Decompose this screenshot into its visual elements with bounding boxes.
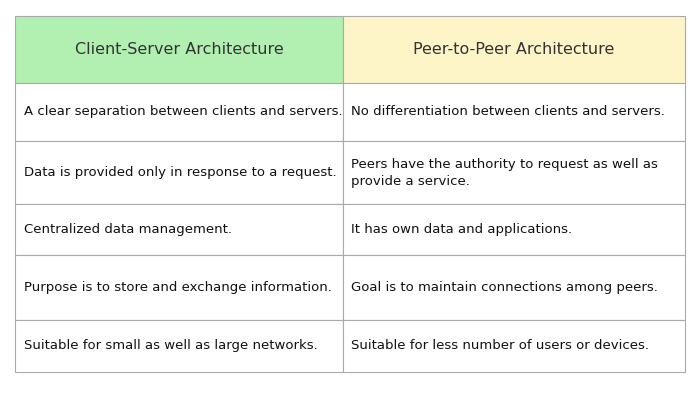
Text: Goal is to maintain connections among peers.: Goal is to maintain connections among pe…	[351, 281, 658, 294]
Text: Centralized data management.: Centralized data management.	[24, 223, 232, 236]
Text: Client-Server Architecture: Client-Server Architecture	[75, 42, 284, 57]
Text: A clear separation between clients and servers.: A clear separation between clients and s…	[24, 106, 342, 118]
Bar	[15, 255, 343, 320]
Bar	[343, 16, 685, 83]
Bar	[15, 141, 343, 204]
Text: Data is provided only in response to a request.: Data is provided only in response to a r…	[24, 166, 337, 179]
Bar	[343, 255, 685, 320]
Bar	[343, 204, 685, 255]
Text: Purpose is to store and exchange information.: Purpose is to store and exchange informa…	[24, 281, 332, 294]
Text: Suitable for less number of users or devices.: Suitable for less number of users or dev…	[351, 340, 650, 352]
Text: Peer-to-Peer Architecture: Peer-to-Peer Architecture	[413, 42, 615, 57]
Text: Peers have the authority to request as well as
provide a service.: Peers have the authority to request as w…	[351, 158, 658, 188]
Bar	[343, 83, 685, 141]
Bar	[15, 16, 343, 83]
Bar	[15, 320, 343, 372]
Bar	[15, 83, 343, 141]
Text: Suitable for small as well as large networks.: Suitable for small as well as large netw…	[24, 340, 318, 352]
Bar	[343, 141, 685, 204]
Bar	[15, 204, 343, 255]
Bar	[343, 320, 685, 372]
Text: No differentiation between clients and servers.: No differentiation between clients and s…	[351, 106, 665, 118]
Text: It has own data and applications.: It has own data and applications.	[351, 223, 573, 236]
